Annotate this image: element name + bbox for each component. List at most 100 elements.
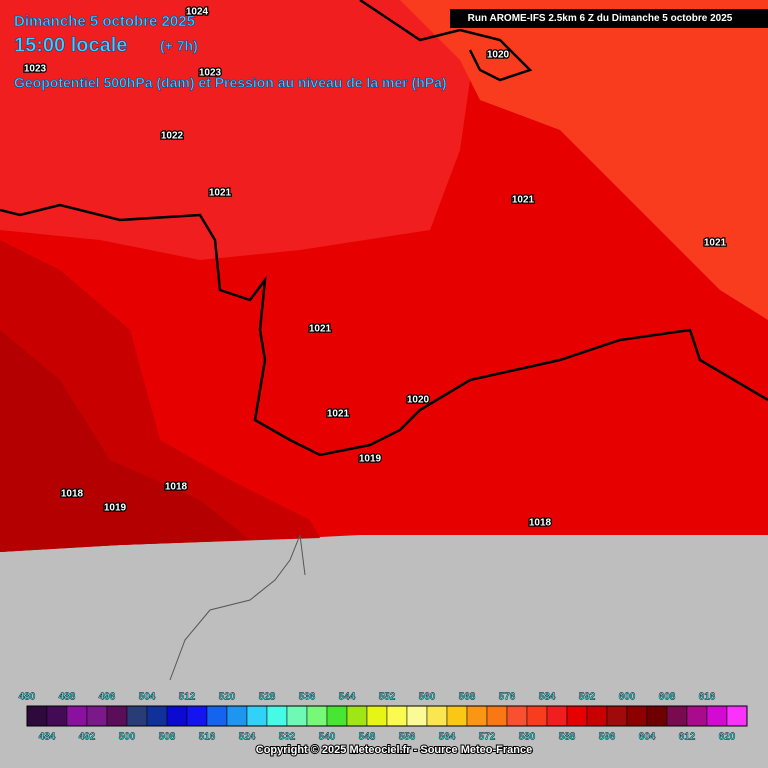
colorbar-box	[26, 705, 48, 727]
colorbar-box	[226, 705, 248, 727]
colorbar-bottom-label: 580	[519, 732, 536, 743]
isobar-label: 1019	[104, 503, 127, 514]
colorbar-top-label: 528	[259, 692, 276, 703]
colorbar-box	[46, 705, 68, 727]
colorbar-bottom-label: 508	[159, 732, 176, 743]
colorbar-box	[566, 705, 588, 727]
colorbar-top-label: 600	[619, 692, 636, 703]
field-light	[0, 0, 480, 260]
colorbar-box	[586, 705, 608, 727]
run-label: Run AROME-IFS 2.5km 6 Z du Dimanche 5 oc…	[468, 13, 733, 24]
isobar-label: 1023	[24, 64, 47, 75]
colorbar-box	[386, 705, 408, 727]
colorbar-box	[706, 705, 728, 727]
colorbar-top-label: 544	[339, 692, 356, 703]
colorbar-box	[66, 705, 88, 727]
date: Dimanche 5 octobre 2025	[14, 13, 195, 30]
isobar-label: 1021	[209, 188, 232, 199]
colorbar-frame	[26, 705, 748, 727]
colorbar-box	[86, 705, 108, 727]
coast-line	[359, 0, 533, 82]
isobar-label: 1020	[487, 50, 510, 61]
isobar-label: 1024	[186, 7, 209, 18]
isobar-label: 1021	[512, 195, 535, 206]
border-line	[0, 203, 768, 457]
colorbar-bottom-label: 548	[359, 732, 376, 743]
colorbar-top-label: 568	[459, 692, 476, 703]
isobar-label: 1021	[327, 409, 350, 420]
isobar-label: 1021	[309, 324, 332, 335]
colorbar-top-label: 520	[219, 692, 236, 703]
isobar-label: 1019	[359, 454, 382, 465]
colorbar-box	[246, 705, 268, 727]
colorbar-box	[326, 705, 348, 727]
time: 15:00 locale	[14, 34, 127, 56]
colorbar-top-label: 552	[379, 692, 396, 703]
colorbar-top-label: 616	[699, 692, 716, 703]
colorbar-box	[266, 705, 288, 727]
isobar-label: 1023	[199, 68, 222, 79]
colorbar-box	[606, 705, 628, 727]
colorbar-box	[146, 705, 168, 727]
colorbar-top-label: 608	[659, 692, 676, 703]
colorbar-bottom-label: 500	[119, 732, 136, 743]
colorbar-box	[686, 705, 708, 727]
isobar-label: 1018	[529, 518, 552, 529]
colorbar-top-label: 584	[539, 692, 556, 703]
colorbar-box	[446, 705, 468, 727]
field-orange	[400, 0, 768, 320]
colorbar-bottom-label: 588	[559, 732, 576, 743]
isobar-label: 1018	[61, 489, 84, 500]
colorbar-box	[506, 705, 528, 727]
colorbar-box	[626, 705, 648, 727]
colorbar-box	[526, 705, 548, 727]
colorbar-bottom-label: 556	[399, 732, 416, 743]
colorbar-top-label: 592	[579, 692, 596, 703]
colorbar-box	[206, 705, 228, 727]
colorbar-box	[546, 705, 568, 727]
colorbar-bottom-label: 540	[319, 732, 336, 743]
isobar-label: 1021	[704, 238, 727, 249]
colorbar-bottom-label: 612	[679, 732, 696, 743]
colorbar-top-label: 576	[499, 692, 516, 703]
colorbar-top-label: 496	[99, 692, 116, 703]
colorbar-top-label: 560	[419, 692, 436, 703]
colorbar-bottom-label: 620	[719, 732, 736, 743]
colorbar-bottom-label: 484	[39, 732, 56, 743]
colorbar-box	[426, 705, 448, 727]
isobar-label: 1022	[161, 131, 184, 142]
isobar-label: 1020	[407, 395, 430, 406]
colorbar-bottom-label: 492	[79, 732, 96, 743]
colorbar-box	[186, 705, 208, 727]
colorbar-bottom-label: 524	[239, 732, 256, 743]
colorbar-bottom-label: 596	[599, 732, 616, 743]
colorbar-box	[466, 705, 488, 727]
colorbar-box	[726, 705, 748, 727]
colorbar-box	[486, 705, 508, 727]
colorbar-box	[306, 705, 328, 727]
copyright: Copyright © 2025 Meteociel.fr - Source M…	[256, 744, 532, 756]
colorbar-box	[126, 705, 148, 727]
land-outline	[169, 534, 306, 681]
colorbar-box	[286, 705, 308, 727]
colorbar-bottom-label: 604	[639, 732, 656, 743]
run-banner	[450, 9, 768, 28]
colorbar-top-label: 488	[59, 692, 76, 703]
colorbar-bottom-label: 572	[479, 732, 496, 743]
lead-time: (+ 7h)	[160, 38, 198, 54]
colorbar-bottom-label: 516	[199, 732, 216, 743]
colorbar-top-label: 480	[19, 692, 36, 703]
colorbar-box	[346, 705, 368, 727]
field-title: Geopotentiel 500hPa (dam) et Pression au…	[14, 75, 447, 91]
colorbar-top-label: 512	[179, 692, 196, 703]
colorbar-bottom-label: 564	[439, 732, 456, 743]
colorbar-box	[166, 705, 188, 727]
colorbar-box	[106, 705, 128, 727]
colorbar-box	[406, 705, 428, 727]
colorbar-box	[646, 705, 668, 727]
field-darker	[0, 330, 250, 552]
colorbar-box	[666, 705, 688, 727]
colorbar-box	[366, 705, 388, 727]
colorbar-top-label: 536	[299, 692, 316, 703]
